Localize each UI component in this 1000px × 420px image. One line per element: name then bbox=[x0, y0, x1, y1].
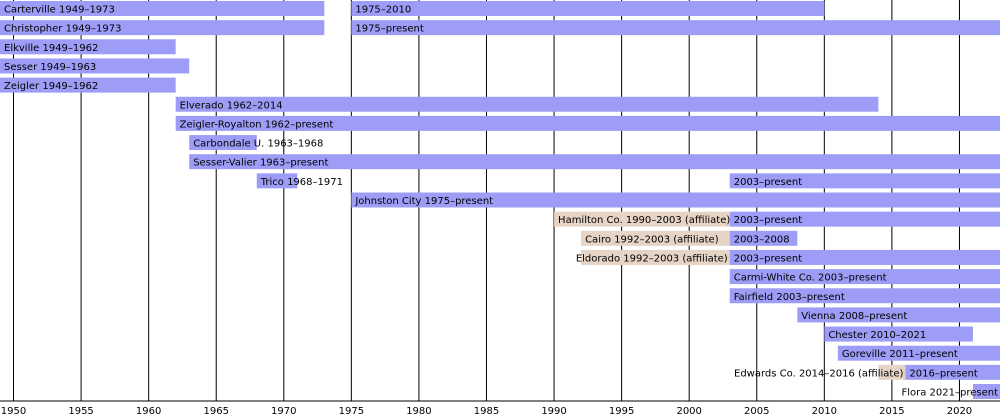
bar bbox=[175, 115, 1000, 131]
bar-label: Zeigler-Royalton 1962–present bbox=[180, 119, 334, 130]
bar-label: Elkville 1949–1962 bbox=[4, 43, 98, 54]
bar-label: Edwards Co. 2014–2016 (affiliate) bbox=[734, 368, 903, 379]
bar-label: Cairo 1992–2003 (affiliate) bbox=[585, 234, 719, 245]
bar bbox=[837, 345, 1000, 361]
bar bbox=[0, 77, 176, 93]
bar-label: Chester 2010–2021 bbox=[828, 330, 926, 341]
bar bbox=[0, 1, 325, 16]
bar-label: Christopher 1949–1973 bbox=[4, 24, 122, 35]
bar-label: Eldorado 1992–2003 (affiliate) bbox=[576, 253, 728, 264]
x-tick-label: 1970 bbox=[271, 406, 296, 417]
x-tick-label: 2020 bbox=[947, 406, 972, 417]
bar bbox=[729, 288, 1000, 304]
x-tick-label: 1980 bbox=[406, 406, 431, 417]
bar bbox=[581, 249, 730, 265]
bar-label: 2003–present bbox=[734, 253, 803, 264]
bar-label: Flora 2021–present bbox=[901, 388, 998, 399]
bar bbox=[581, 230, 730, 246]
bar bbox=[554, 211, 730, 227]
bar bbox=[189, 135, 257, 151]
labels: Carterville 1949–1973 1975–2010 Christophe… bbox=[4, 5, 998, 399]
bar-label: Fairfield 2003–present bbox=[734, 292, 845, 303]
bar bbox=[189, 154, 1000, 170]
x-tick-label: 2010 bbox=[812, 406, 837, 417]
x-tick-label: 2000 bbox=[676, 406, 701, 417]
bar-label: 2003–2008 bbox=[734, 234, 790, 245]
bar-label: Zeigler 1949–1962 bbox=[4, 81, 98, 92]
bar bbox=[729, 249, 1000, 265]
x-tick-label: 1955 bbox=[68, 406, 93, 417]
bar bbox=[0, 58, 190, 74]
bar bbox=[175, 96, 879, 112]
x-tick-label: 1960 bbox=[136, 406, 161, 417]
bar bbox=[351, 20, 1000, 36]
bar-label: Trico 1968–1971 bbox=[260, 177, 343, 188]
x-tick-label: 1950 bbox=[1, 406, 26, 417]
bar bbox=[351, 192, 1000, 208]
bar bbox=[256, 173, 298, 189]
bar bbox=[0, 39, 176, 55]
bar-label: Vienna 2008–present bbox=[801, 311, 907, 322]
bar bbox=[797, 307, 1000, 323]
bar bbox=[905, 364, 1000, 380]
bar bbox=[0, 20, 325, 36]
x-tick-label: 1965 bbox=[203, 406, 228, 417]
bar-label: 1975–2010 bbox=[355, 5, 411, 16]
bar bbox=[878, 364, 906, 380]
x-tick-label: 1975 bbox=[339, 406, 364, 417]
x-tick-label: 2015 bbox=[879, 406, 904, 417]
bar-label: Sesser-Valier 1963–present bbox=[193, 158, 328, 169]
x-tick-label: 1990 bbox=[541, 406, 566, 417]
x-tick-label: 2005 bbox=[744, 406, 769, 417]
bar bbox=[729, 269, 1000, 285]
bar-label: Goreville 2011–present bbox=[842, 349, 958, 360]
bar-label: Johnston City 1975–present bbox=[354, 196, 493, 207]
bar-label: Elverado 1962–2014 bbox=[180, 100, 283, 111]
bar bbox=[729, 211, 1000, 227]
bar bbox=[351, 1, 825, 16]
bar-label: 2003–present bbox=[734, 177, 803, 188]
bar-label: 1975–present bbox=[355, 24, 424, 35]
bar-label: 2003–present bbox=[734, 215, 803, 226]
bar-label: Carterville 1949–1973 bbox=[4, 5, 115, 16]
bar bbox=[972, 384, 1000, 399]
bar-label: Carbondale U. 1963–1968 bbox=[193, 139, 323, 150]
bar-label: Hamilton Co. 1990–2003 (affiliate) bbox=[558, 215, 730, 226]
bars bbox=[0, 1, 1000, 399]
x-tick-label: 1985 bbox=[474, 406, 499, 417]
bar bbox=[729, 230, 798, 246]
x-tick-label: 1995 bbox=[609, 406, 634, 417]
bar-label: 2016–present bbox=[909, 368, 978, 379]
bar bbox=[824, 326, 973, 342]
bar-label: Carmi-White Co. 2003–present bbox=[734, 273, 887, 284]
bar bbox=[729, 173, 1000, 189]
bar-label: Sesser 1949–1963 bbox=[4, 62, 96, 73]
